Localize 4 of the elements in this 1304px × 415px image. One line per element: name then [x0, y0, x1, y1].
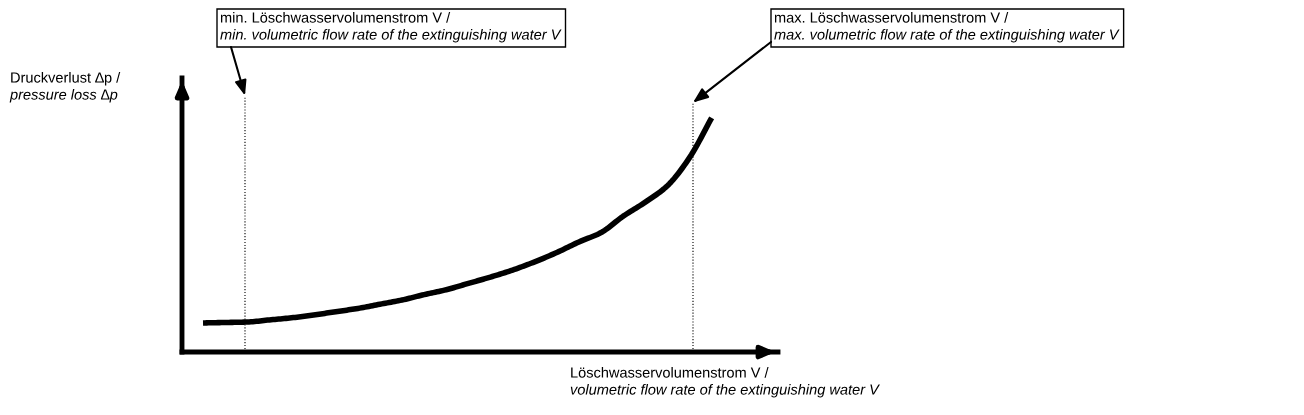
text: min. Löschwasservolumenstrom V / min. volumetric flow rate of the extinguishing water V [220, 12, 562, 43]
text: max. Löschwasservolumenstrom V / max. volumetric flow rate of the extinguishing water V [774, 12, 1120, 43]
x-axis-title: Löschwasservolumenstrom V / volumetric flow rate of the extinguishing water V [570, 367, 880, 398]
text: Druckverlust ∆p / pressure loss ∆p [9, 72, 121, 103]
